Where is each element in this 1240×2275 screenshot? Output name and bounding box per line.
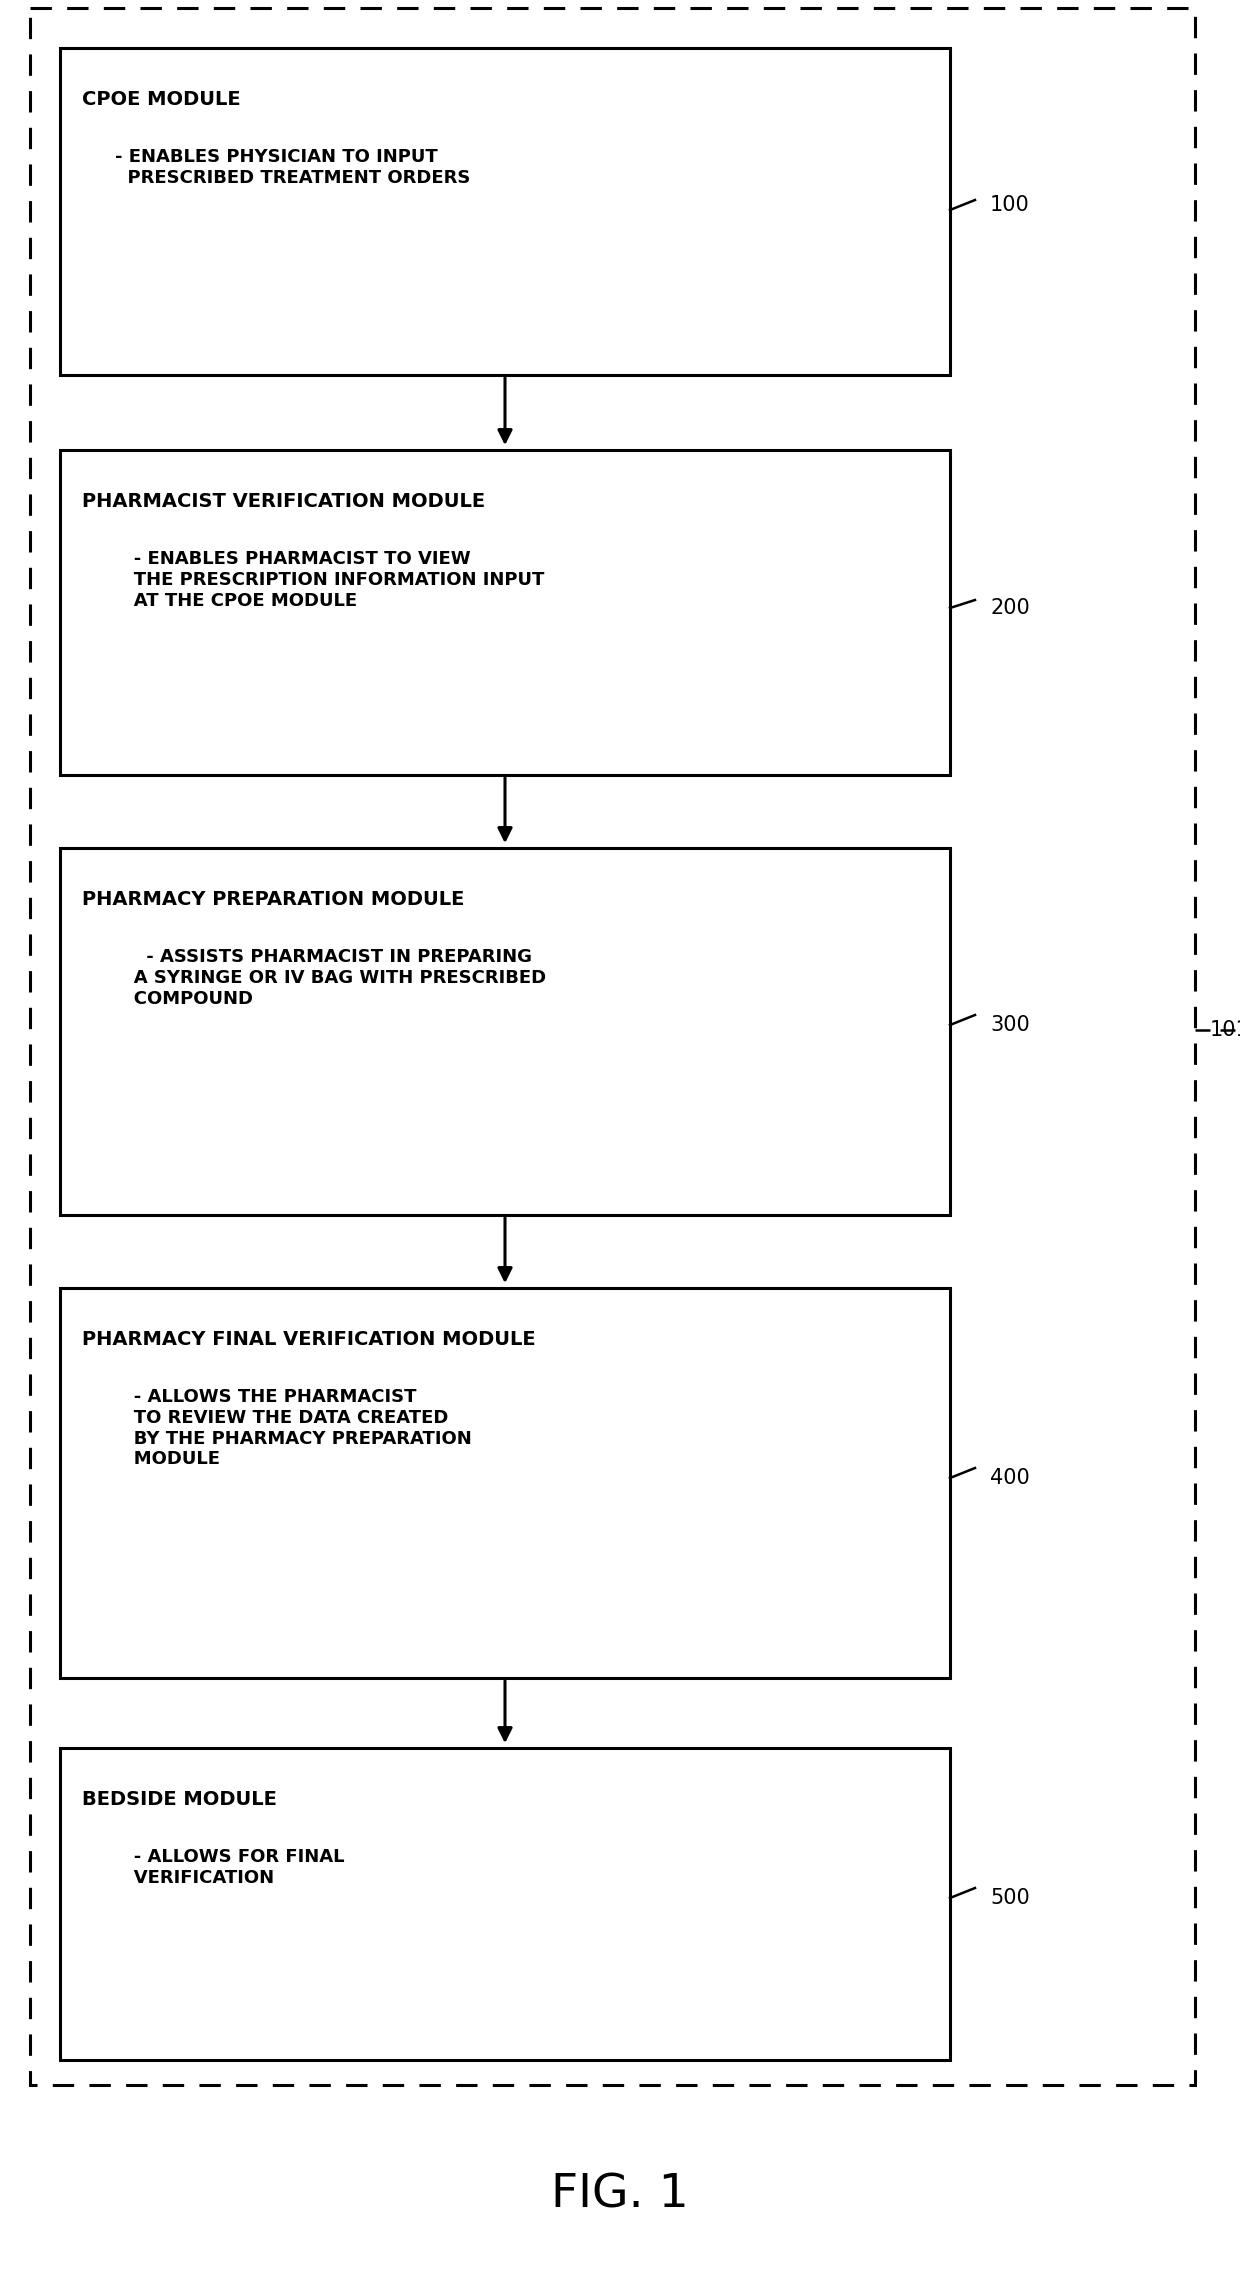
Bar: [60, 48, 950, 375]
Text: PHARMACY FINAL VERIFICATION MODULE: PHARMACY FINAL VERIFICATION MODULE: [82, 1331, 536, 1349]
Text: 500: 500: [990, 1888, 1029, 1909]
Bar: [60, 1747, 950, 2059]
Text: PHARMACIST VERIFICATION MODULE: PHARMACIST VERIFICATION MODULE: [82, 491, 485, 512]
Text: PHARMACY PREPARATION MODULE: PHARMACY PREPARATION MODULE: [82, 890, 464, 910]
Text: 200: 200: [990, 598, 1029, 619]
Text: 300: 300: [990, 1015, 1029, 1035]
Text: - ENABLES PHYSICIAN TO INPUT
  PRESCRIBED TREATMENT ORDERS: - ENABLES PHYSICIAN TO INPUT PRESCRIBED …: [115, 148, 470, 187]
Text: FIG. 1: FIG. 1: [551, 2173, 689, 2218]
Text: CPOE MODULE: CPOE MODULE: [82, 91, 241, 109]
Text: 100: 100: [990, 196, 1029, 216]
Bar: [60, 849, 950, 1215]
Text: - ALLOWS THE PHARMACIST
   TO REVIEW THE DATA CREATED
   BY THE PHARMACY PREPARA: - ALLOWS THE PHARMACIST TO REVIEW THE DA…: [115, 1388, 471, 1467]
Text: - ALLOWS FOR FINAL
   VERIFICATION: - ALLOWS FOR FINAL VERIFICATION: [115, 1847, 345, 1886]
Text: 400: 400: [990, 1467, 1029, 1488]
Text: - ASSISTS PHARMACIST IN PREPARING
   A SYRINGE OR IV BAG WITH PRESCRIBED
   COMP: - ASSISTS PHARMACIST IN PREPARING A SYRI…: [115, 949, 546, 1008]
Bar: [60, 1288, 950, 1679]
Bar: [60, 450, 950, 776]
Text: BEDSIDE MODULE: BEDSIDE MODULE: [82, 1790, 277, 1809]
Text: - ENABLES PHARMACIST TO VIEW
   THE PRESCRIPTION INFORMATION INPUT
   AT THE CPO: - ENABLES PHARMACIST TO VIEW THE PRESCRI…: [115, 551, 544, 610]
Text: 101: 101: [1210, 1019, 1240, 1040]
